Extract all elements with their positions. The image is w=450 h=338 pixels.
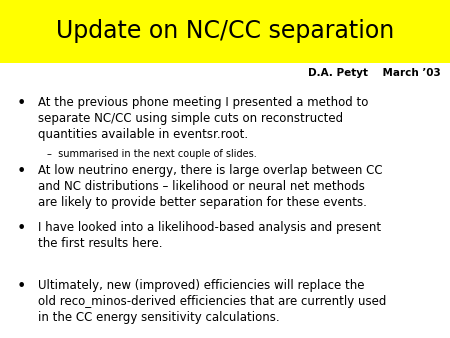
Text: Update on NC/CC separation: Update on NC/CC separation xyxy=(56,19,394,43)
Text: •: • xyxy=(17,279,27,294)
Text: Ultimately, new (improved) efficiencies will replace the
old reco_minos-derived : Ultimately, new (improved) efficiencies … xyxy=(38,279,387,324)
Text: –  summarised in the next couple of slides.: – summarised in the next couple of slide… xyxy=(47,149,257,159)
FancyBboxPatch shape xyxy=(0,0,450,63)
Text: D.A. Petyt    March ’03: D.A. Petyt March ’03 xyxy=(308,68,441,78)
Text: •: • xyxy=(17,96,27,111)
Text: At low neutrino energy, there is large overlap between CC
and NC distributions –: At low neutrino energy, there is large o… xyxy=(38,164,383,209)
Text: •: • xyxy=(17,221,27,236)
Text: I have looked into a likelihood-based analysis and present
the first results her: I have looked into a likelihood-based an… xyxy=(38,221,382,250)
Text: •: • xyxy=(17,164,27,179)
Text: At the previous phone meeting I presented a method to
separate NC/CC using simpl: At the previous phone meeting I presente… xyxy=(38,96,369,141)
